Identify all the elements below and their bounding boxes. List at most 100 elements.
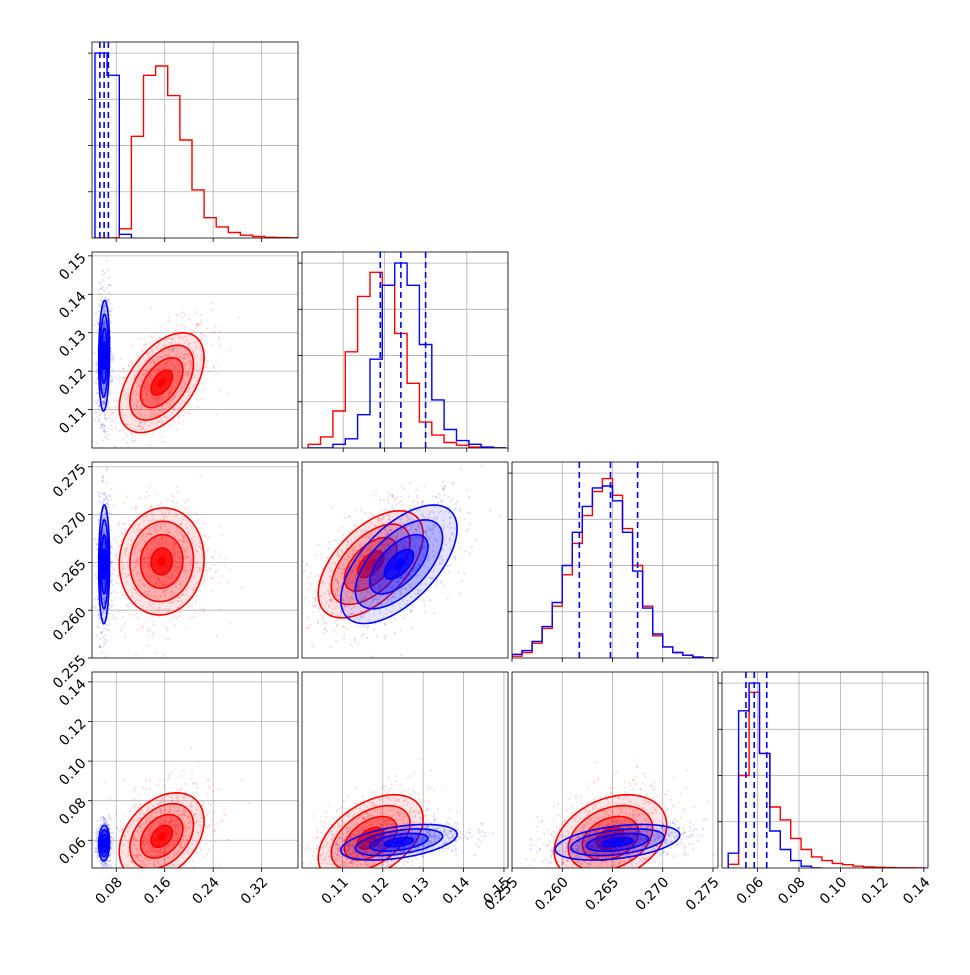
scatter-point: [159, 326, 161, 328]
scatter-point: [326, 630, 328, 632]
scatter-point: [219, 582, 221, 584]
panel-plot-area: [302, 252, 508, 448]
scatter-point: [106, 411, 108, 413]
scatter-point: [128, 452, 130, 454]
scatter-point: [102, 286, 104, 288]
scatter-point: [348, 516, 350, 518]
scatter-point: [104, 655, 106, 657]
scatter-point: [216, 635, 218, 637]
scatter-point: [137, 617, 139, 619]
x-tick-label: 0.12: [858, 874, 891, 907]
scatter-point: [329, 646, 331, 648]
scatter-point: [106, 260, 108, 262]
scatter-point: [109, 310, 111, 312]
scatter-point: [423, 599, 425, 601]
scatter-point: [147, 628, 149, 630]
scatter-point: [351, 644, 353, 646]
scatter-point: [199, 474, 201, 476]
scatter-point: [160, 501, 162, 503]
scatter-point: [361, 634, 363, 636]
scatter-point: [193, 330, 195, 332]
scatter-point: [127, 605, 129, 607]
scatter-point: [203, 374, 205, 376]
scatter-point: [469, 512, 471, 514]
scatter-point: [94, 352, 96, 354]
scatter-point: [417, 501, 419, 503]
x-tick-label: 0.08: [775, 874, 808, 907]
scatter-point: [109, 512, 111, 514]
scatter-point: [197, 399, 199, 401]
scatter-point: [170, 450, 172, 452]
scatter-point: [114, 446, 116, 448]
scatter-point: [94, 574, 96, 576]
scatter-point: [120, 377, 122, 379]
scatter-point: [122, 594, 124, 596]
scatter-point: [150, 306, 152, 308]
scatter-point: [174, 329, 176, 331]
scatter-point: [110, 354, 112, 356]
scatter-point: [112, 369, 114, 371]
scatter-point: [354, 641, 356, 643]
scatter-point: [99, 414, 101, 416]
scatter-point: [103, 492, 105, 494]
scatter-point: [125, 432, 127, 434]
scatter-point: [384, 623, 386, 625]
scatter-point: [110, 606, 112, 608]
scatter-point: [455, 559, 457, 561]
scatter-point: [315, 605, 317, 607]
scatter-point: [93, 606, 95, 608]
scatter-point: [109, 414, 111, 416]
scatter-point: [438, 497, 440, 499]
scatter-point: [204, 544, 206, 546]
scatter-point: [152, 336, 154, 338]
scatter-point: [202, 608, 204, 610]
scatter-point: [155, 332, 157, 334]
scatter-point: [215, 359, 217, 361]
scatter-point: [113, 400, 115, 402]
scatter-point: [102, 270, 104, 272]
scatter-point: [148, 495, 150, 497]
scatter-point: [197, 325, 199, 327]
scatter-point: [459, 592, 461, 594]
scatter-point: [208, 370, 210, 372]
scatter-point: [238, 316, 240, 318]
scatter-point: [98, 303, 100, 305]
scatter-point: [131, 435, 133, 437]
scatter-point: [202, 580, 204, 582]
scatter-point: [78, 501, 80, 503]
scatter-point: [310, 572, 312, 574]
scatter-point: [471, 546, 473, 548]
panel-p1-marginal: [298, 252, 508, 452]
scatter-point: [469, 523, 471, 525]
scatter-point: [206, 363, 208, 365]
scatter-point: [97, 491, 99, 493]
scatter-point: [343, 634, 345, 636]
scatter-point: [328, 541, 330, 543]
scatter-point: [100, 423, 102, 425]
scatter-point: [209, 568, 211, 570]
scatter-point: [365, 512, 367, 514]
scatter-point: [97, 400, 99, 402]
scatter-point: [444, 485, 446, 487]
scatter-point: [96, 372, 98, 374]
scatter-point: [115, 555, 117, 557]
scatter-point: [324, 632, 326, 634]
scatter-point: [415, 489, 417, 491]
scatter-point: [203, 388, 205, 390]
scatter-point: [114, 569, 116, 571]
scatter-point: [152, 635, 154, 637]
scatter-point: [517, 481, 519, 483]
scatter-point: [106, 482, 108, 484]
scatter-point: [383, 499, 385, 501]
scatter-point: [182, 415, 184, 417]
scatter-point: [318, 660, 320, 662]
scatter-point: [94, 598, 96, 600]
scatter-point: [153, 624, 155, 626]
scatter-point: [113, 506, 115, 508]
scatter-point: [339, 606, 341, 608]
scatter-point: [122, 439, 124, 441]
scatter-point: [363, 633, 365, 635]
scatter-point: [363, 626, 365, 628]
scatter-point: [389, 518, 391, 520]
scatter-point: [144, 496, 146, 498]
